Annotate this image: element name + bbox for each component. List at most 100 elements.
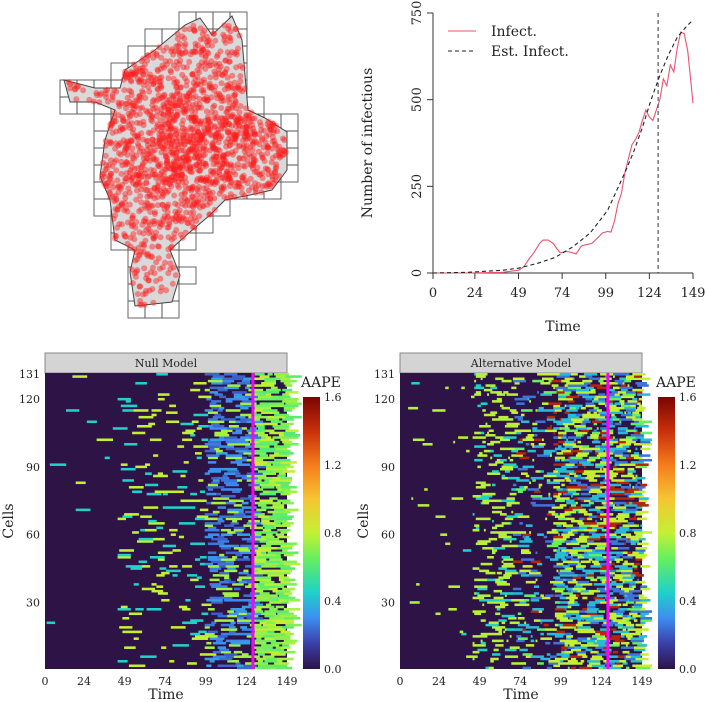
case-point [120,118,127,125]
heat-cell [575,501,578,505]
case-point [194,155,201,161]
heat-cell [519,456,530,460]
heat-cell [614,497,620,500]
x-tick-label: 24 [77,675,91,688]
heat-cell [270,397,285,401]
heat-cell [495,612,501,616]
heat-cell [619,400,625,403]
heat-cell [266,436,272,439]
heat-cell [564,429,578,433]
heat-cell [240,443,251,446]
case-point [180,117,187,124]
case-point [142,158,149,165]
case-point [163,204,170,211]
heat-cell [613,501,620,505]
heat-cell [233,395,246,399]
case-point [198,87,205,94]
heat-cell [583,556,598,559]
heat-cell [577,637,588,640]
heat-cell [546,427,552,430]
heat-cell [500,404,504,408]
case-point [244,180,251,187]
case-point [226,121,233,128]
heat-cell [579,517,585,521]
heat-cell [474,386,485,390]
heat-cell [241,400,257,403]
heat-cell [166,411,178,414]
case-point [128,177,134,184]
heat-cell [627,614,631,618]
case-point [251,168,258,175]
case-point [198,47,205,54]
x-tick-label: 49 [510,286,527,301]
heat-cell [211,601,223,604]
case-point [193,145,200,152]
heat-cell [633,646,646,649]
heat-cell [582,655,585,658]
heat-cell [511,454,523,457]
heat-cell [566,635,573,638]
heat-cell [622,467,625,471]
heat-cell [182,438,193,442]
case-point [168,92,175,99]
heat-cell [637,391,643,394]
heat-cell [269,481,277,485]
case-point [205,117,211,124]
heat-cell [514,513,523,516]
case-point [109,119,115,126]
heat-cell [596,594,610,597]
heat-cell [567,580,578,584]
case-point [176,47,183,54]
heat-cell [587,637,591,640]
case-point [169,149,176,156]
heat-cell [571,373,578,376]
heat-cell [619,418,633,421]
heat-cell [587,628,591,631]
case-point [142,95,149,101]
heat-cell [527,449,536,453]
heat-cell [613,610,625,613]
case-point [151,96,158,103]
heat-cell [567,603,580,607]
heat-cell [509,540,512,543]
heat-cell [621,486,631,489]
case-point [98,90,105,97]
heat-cell [535,578,538,582]
heat-cell [519,648,528,652]
case-point [197,120,204,127]
heat-cell [220,628,238,631]
case-point [179,71,186,78]
case-point [206,80,213,87]
case-point [162,137,169,144]
heat-cell [522,465,535,469]
case-point [106,162,112,169]
heat-cell [598,411,602,414]
heat-cell [564,650,573,654]
case-point [162,121,168,128]
heat-cell [564,567,567,570]
heat-cell [490,391,502,394]
case-point [199,46,206,53]
heat-cell [206,501,212,505]
case-point [118,200,125,207]
case-point [153,97,160,104]
heat-cell [567,488,581,491]
case-point [266,123,273,130]
case-point [159,264,166,271]
heat-cell [207,558,222,561]
case-point [192,76,199,83]
case-point [127,234,134,241]
case-point [176,207,183,214]
heat-cell [480,562,493,566]
heat-cell [600,628,611,631]
heat-cell [143,506,159,509]
case-point [218,95,224,102]
heat-cell [553,641,565,645]
heat-cell [511,662,523,665]
case-point [182,195,189,202]
heat-cell [625,377,640,381]
case-point [156,136,163,143]
case-point [243,124,250,131]
heat-cell [251,619,265,622]
heat-cell [212,641,226,645]
